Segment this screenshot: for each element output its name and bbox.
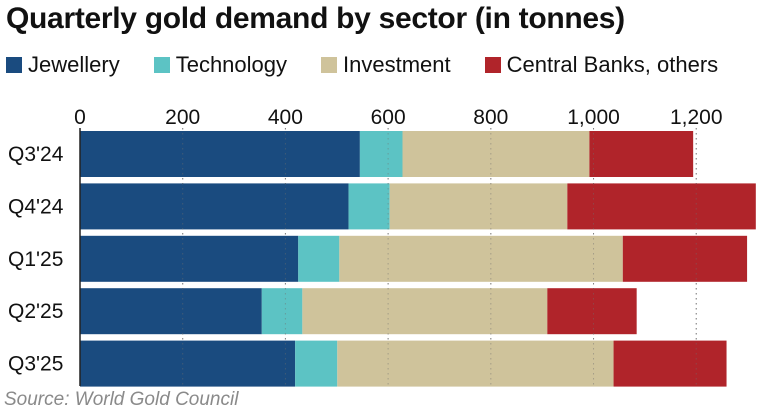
bar-segment-jewellery	[80, 288, 262, 335]
legend-label-investment: Investment	[343, 52, 451, 77]
legend-item-central-banks: Central Banks, others	[484, 52, 719, 78]
bar-segment-central-banks-others	[567, 183, 756, 230]
legend-label-jewellery: Jewellery	[28, 52, 120, 77]
x-tick-label: 800	[473, 106, 508, 129]
category-label: Q4'24	[8, 195, 64, 218]
x-tick-label: 1,000	[567, 106, 620, 129]
bar-segment-central-banks-others	[622, 235, 748, 282]
bar-segment-technology	[261, 288, 303, 335]
legend-swatch-central-banks	[484, 57, 501, 73]
category-label: Q3'25	[8, 353, 63, 376]
bar-segment-jewellery	[80, 183, 349, 230]
source-note: Source: World Gold Council	[4, 389, 239, 410]
x-tick-label: 400	[268, 106, 303, 129]
bar-segment-central-banks-others	[613, 340, 727, 387]
category-label: Q1'25	[8, 248, 63, 271]
legend-swatch-technology	[153, 57, 170, 73]
x-tick-label: 1,200	[670, 106, 723, 129]
bar-segment-technology	[298, 235, 340, 282]
legend-swatch-jewellery	[6, 57, 22, 73]
bar-segment-central-banks-others	[589, 131, 694, 177]
bar-segment-technology	[359, 131, 403, 177]
category-label: Q2'25	[8, 300, 63, 323]
legend-label-central-banks: Central Banks, others	[506, 52, 719, 77]
bar-segment-investment	[389, 183, 568, 230]
x-tick-label: 600	[371, 106, 406, 129]
category-label: Q3'24	[8, 143, 64, 166]
bar-segment-investment	[402, 131, 590, 177]
bar-segment-jewellery	[80, 340, 296, 387]
legend-item-technology: Technology	[153, 52, 288, 78]
bar-segment-central-banks-others	[547, 288, 637, 335]
bar-segment-jewellery	[80, 235, 299, 282]
bar-segment-jewellery	[80, 131, 360, 177]
legend-item-jewellery: Jewellery	[6, 52, 120, 78]
legend-swatch-investment	[321, 57, 338, 73]
bar-segment-investment	[339, 235, 623, 282]
bar-segment-technology	[348, 183, 390, 230]
chart-title: Quarterly gold demand by sector (in tonn…	[6, 2, 625, 35]
legend-label-technology: Technology	[175, 52, 288, 77]
bar-segment-investment	[337, 340, 614, 387]
x-tick-label: 200	[165, 106, 200, 129]
legend: Jewellery Technology Investment Central …	[6, 52, 718, 78]
bar-segment-technology	[295, 340, 338, 387]
bar-segment-investment	[302, 288, 548, 335]
legend-item-investment: Investment	[321, 52, 451, 78]
x-tick-label: 0	[74, 106, 86, 129]
